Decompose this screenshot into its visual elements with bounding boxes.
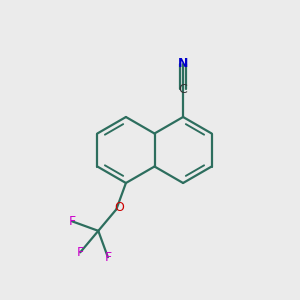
Text: C: C	[179, 83, 188, 96]
Text: N: N	[178, 57, 188, 70]
Text: F: F	[77, 246, 84, 259]
Text: F: F	[68, 215, 76, 228]
Text: F: F	[104, 251, 112, 264]
Text: O: O	[114, 201, 124, 214]
